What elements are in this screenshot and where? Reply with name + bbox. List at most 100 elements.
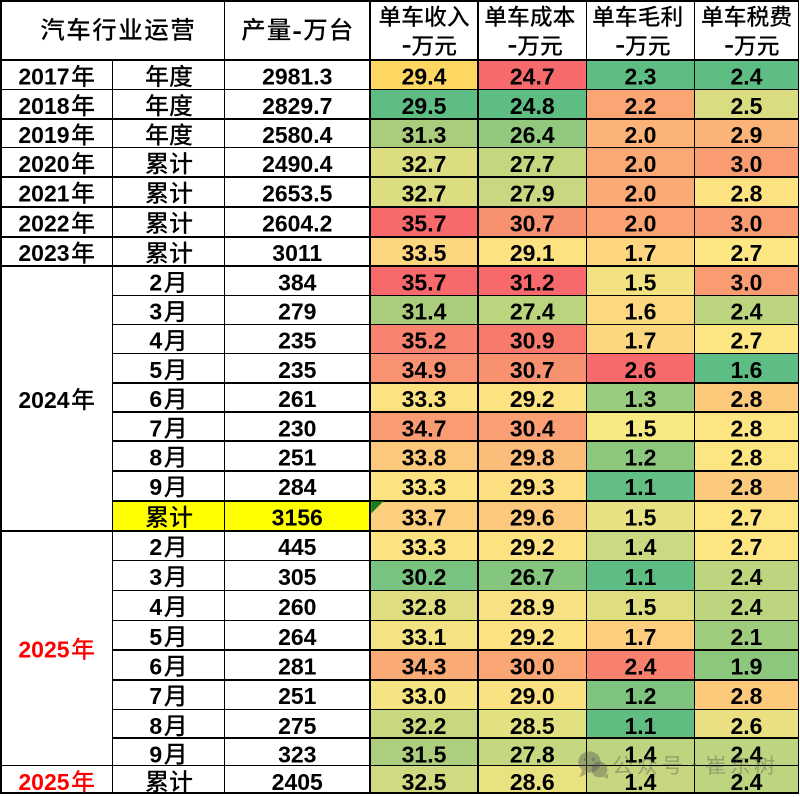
svg-text:2.8: 2.8 — [731, 180, 763, 206]
svg-text:2.7: 2.7 — [731, 240, 763, 266]
svg-text:7: 7 — [149, 683, 162, 709]
svg-text:384: 384 — [278, 270, 317, 296]
svg-text:29.0: 29.0 — [510, 683, 555, 709]
svg-text:2018: 2018 — [18, 93, 69, 119]
svg-text:2.8: 2.8 — [731, 386, 763, 412]
svg-text:7: 7 — [149, 415, 162, 441]
svg-text:29.6: 29.6 — [510, 504, 555, 530]
svg-text:33.8: 33.8 — [402, 444, 447, 470]
svg-text:2.5: 2.5 — [731, 93, 763, 119]
svg-text:3.0: 3.0 — [731, 270, 763, 296]
svg-text:30.7: 30.7 — [510, 357, 555, 383]
svg-text:2.4: 2.4 — [731, 299, 763, 325]
svg-text:33.1: 33.1 — [402, 624, 447, 650]
svg-text:29.2: 29.2 — [510, 534, 555, 560]
svg-text:27.8: 27.8 — [510, 741, 555, 767]
svg-text:260: 260 — [278, 594, 316, 620]
svg-text:2580.4: 2580.4 — [262, 122, 333, 148]
svg-text:9: 9 — [149, 741, 162, 767]
svg-text:2.0: 2.0 — [625, 122, 657, 148]
svg-text:34.7: 34.7 — [402, 415, 447, 441]
svg-text:2022: 2022 — [18, 210, 69, 236]
svg-text:2.7: 2.7 — [731, 504, 763, 530]
svg-text:1.6: 1.6 — [731, 357, 763, 383]
svg-text:33.5: 33.5 — [402, 240, 447, 266]
svg-text:2017: 2017 — [18, 64, 69, 90]
svg-text:1.5: 1.5 — [625, 594, 657, 620]
svg-text:30.7: 30.7 — [510, 210, 555, 236]
svg-text:3.0: 3.0 — [731, 210, 763, 236]
svg-text:1.5: 1.5 — [625, 504, 657, 530]
svg-text:29.2: 29.2 — [510, 386, 555, 412]
svg-text:2.8: 2.8 — [731, 444, 763, 470]
svg-text:28.6: 28.6 — [510, 769, 555, 795]
svg-text:1.6: 1.6 — [625, 299, 657, 325]
svg-text:230: 230 — [278, 415, 316, 441]
svg-text:2.7: 2.7 — [731, 328, 763, 354]
svg-text:32.5: 32.5 — [402, 769, 447, 795]
svg-text:2.0: 2.0 — [625, 151, 657, 177]
svg-text:1.9: 1.9 — [731, 653, 763, 679]
svg-text:35.7: 35.7 — [402, 270, 447, 296]
svg-text:4: 4 — [149, 328, 162, 354]
svg-text:235: 235 — [278, 357, 317, 383]
svg-text:28.5: 28.5 — [510, 713, 555, 739]
svg-text:31.4: 31.4 — [402, 299, 447, 325]
svg-text:6: 6 — [149, 653, 162, 679]
svg-text:26.7: 26.7 — [510, 564, 555, 590]
svg-text:3156: 3156 — [272, 504, 323, 530]
svg-text:2020: 2020 — [18, 151, 69, 177]
svg-text:34.3: 34.3 — [402, 653, 447, 679]
svg-text:323: 323 — [278, 741, 316, 767]
svg-text:2.4: 2.4 — [731, 564, 763, 590]
svg-text:2.8: 2.8 — [731, 474, 763, 500]
svg-text:34.9: 34.9 — [402, 357, 447, 383]
svg-text:1.1: 1.1 — [625, 713, 657, 739]
svg-text:32.8: 32.8 — [402, 594, 447, 620]
svg-text:3: 3 — [149, 299, 162, 325]
svg-text:32.7: 32.7 — [402, 180, 447, 206]
svg-text:1.4: 1.4 — [625, 534, 657, 560]
svg-text:251: 251 — [278, 683, 317, 709]
svg-text:1.2: 1.2 — [625, 683, 657, 709]
svg-text:1.1: 1.1 — [625, 564, 657, 590]
svg-text:284: 284 — [278, 474, 317, 500]
svg-text:2019: 2019 — [18, 122, 69, 148]
svg-text:445: 445 — [278, 534, 317, 560]
svg-text:2: 2 — [149, 534, 162, 560]
svg-text:275: 275 — [278, 713, 317, 739]
svg-text:2981.3: 2981.3 — [262, 64, 332, 90]
svg-text:2.2: 2.2 — [625, 93, 657, 119]
svg-text:30.0: 30.0 — [510, 653, 555, 679]
svg-text:6: 6 — [149, 386, 162, 412]
svg-text:2604.2: 2604.2 — [262, 210, 332, 236]
svg-text:3: 3 — [149, 564, 162, 590]
svg-text:1.5: 1.5 — [625, 270, 657, 296]
svg-text:8: 8 — [149, 713, 162, 739]
svg-text:281: 281 — [278, 653, 317, 679]
svg-text:2025: 2025 — [18, 769, 69, 795]
svg-text:29.2: 29.2 — [510, 624, 555, 650]
svg-text:2.1: 2.1 — [731, 624, 763, 650]
svg-text:32.2: 32.2 — [402, 713, 447, 739]
svg-text:29.1: 29.1 — [510, 240, 555, 266]
svg-text:305: 305 — [278, 564, 317, 590]
svg-text:3.0: 3.0 — [731, 151, 763, 177]
svg-text:30.4: 30.4 — [510, 415, 555, 441]
svg-text:2.4: 2.4 — [731, 594, 763, 620]
svg-text:4: 4 — [149, 594, 162, 620]
svg-text:235: 235 — [278, 328, 317, 354]
svg-text:2405: 2405 — [272, 769, 323, 795]
svg-text:31.3: 31.3 — [402, 122, 447, 148]
svg-text:264: 264 — [278, 624, 317, 650]
svg-text:3011: 3011 — [272, 240, 322, 266]
svg-text:35.2: 35.2 — [402, 328, 447, 354]
svg-text:1.7: 1.7 — [625, 240, 657, 266]
svg-text:31.2: 31.2 — [510, 270, 555, 296]
svg-text:2.0: 2.0 — [625, 210, 657, 236]
svg-text:33.7: 33.7 — [402, 504, 447, 530]
svg-text:251: 251 — [278, 444, 317, 470]
svg-text:2.6: 2.6 — [625, 357, 657, 383]
svg-text:27.7: 27.7 — [510, 151, 555, 177]
svg-text:2021: 2021 — [18, 180, 69, 206]
